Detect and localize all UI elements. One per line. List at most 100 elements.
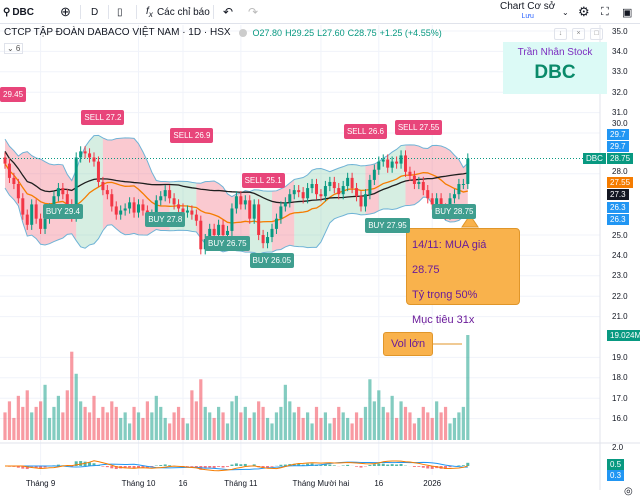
- candle-body: [266, 237, 270, 244]
- volume-bar: [101, 406, 105, 440]
- macd-bar: [395, 464, 399, 466]
- gear-icon[interactable]: ⚙: [578, 4, 590, 19]
- macd-bar: [359, 466, 363, 468]
- candle-body: [221, 224, 225, 235]
- macd-bar: [381, 463, 385, 466]
- volume-bar: [301, 417, 305, 440]
- candle-body: [154, 200, 158, 215]
- volume-bar: [212, 417, 216, 440]
- volume-bar: [341, 412, 345, 440]
- candle-body: [137, 204, 140, 213]
- volume-bar: [70, 351, 74, 440]
- status-dot-icon: [238, 28, 247, 37]
- volume-bar: [337, 406, 341, 440]
- chevron-down-icon[interactable]: ⌄: [562, 7, 569, 17]
- volume-bar: [159, 406, 163, 440]
- volume-bar: [430, 417, 434, 440]
- volume-bar: [283, 384, 287, 440]
- interval-button[interactable]: D: [91, 6, 99, 18]
- volume-bar: [274, 412, 279, 440]
- divider: [108, 5, 109, 19]
- candle-body: [350, 177, 354, 189]
- macd-bar: [137, 466, 140, 468]
- volume-bar: [257, 401, 261, 440]
- undo-icon[interactable]: ↶: [223, 5, 234, 19]
- macd-bar: [203, 466, 207, 469]
- candle-type-icon[interactable]: ▯: [117, 6, 123, 18]
- volume-tag: 19.024M: [607, 330, 640, 341]
- price-tag: 27.55: [607, 176, 634, 188]
- candle-body: [239, 196, 243, 205]
- volume-bar: [150, 412, 154, 440]
- volume-bar: [288, 401, 292, 440]
- price-tag: 27.3: [607, 189, 629, 201]
- macd-bar: [399, 463, 403, 466]
- macd-bar: [355, 466, 359, 467]
- volume-bar: [399, 401, 403, 440]
- volume-bar: [96, 417, 101, 440]
- volume-bar: [203, 406, 207, 440]
- symbol-search[interactable]: ⚲ DBC: [3, 6, 34, 18]
- volume-bar: [176, 406, 181, 440]
- macd-bar: [105, 466, 109, 468]
- sell-signal-label: SELL 25.1: [241, 172, 285, 188]
- redo-icon[interactable]: ↷: [248, 5, 259, 19]
- price-tick: 22.0: [612, 291, 628, 301]
- volume-bar: [221, 412, 225, 440]
- ohlc-open: O27.80: [252, 27, 283, 38]
- volume-bar: [323, 412, 327, 440]
- candle-body: [404, 155, 407, 172]
- candle-body: [30, 204, 34, 225]
- buy-signal-label: BUY 27.8: [145, 211, 186, 227]
- macd-bar: [145, 466, 149, 469]
- volume-bar: [190, 390, 194, 440]
- sell-signal-label: 29.45: [0, 87, 27, 103]
- macd-bar: [25, 466, 29, 470]
- volume-bar: [7, 401, 12, 440]
- sell-signal-label: SELL 26.6: [343, 123, 388, 139]
- ohlc-change: +1.25 (+4.55%): [379, 27, 442, 38]
- maximize-icon[interactable]: □: [590, 28, 603, 40]
- macd-bar: [221, 466, 225, 468]
- volume-bar: [403, 406, 408, 440]
- candle-body: [395, 161, 399, 164]
- divider: [136, 5, 137, 19]
- price-tag: 26.3: [607, 202, 629, 214]
- time-tick: Tháng 9: [25, 479, 56, 488]
- candle-body: [25, 214, 29, 225]
- indicators-toggle[interactable]: ⌄ 6: [4, 43, 24, 54]
- candle-body: [194, 214, 198, 221]
- macd-bar: [92, 463, 96, 466]
- macd-bar: [217, 466, 221, 467]
- buy-signal-label: BUY 29.4: [42, 203, 83, 219]
- layout-button[interactable]: Chart Cơ sở Lưu: [500, 1, 556, 21]
- candle-body: [297, 190, 301, 193]
- arrow-down-icon[interactable]: ↓: [554, 28, 567, 40]
- volume-bar: [332, 417, 336, 440]
- macd-bar: [412, 466, 416, 467]
- candle-body: [417, 181, 421, 184]
- volume-bar: [319, 417, 323, 440]
- candle-body: [79, 151, 83, 158]
- fullscreen-icon[interactable]: ⛶: [601, 5, 609, 18]
- volume-bar: [310, 423, 314, 440]
- time-tick: 2026: [423, 479, 442, 488]
- macd-line: [5, 461, 468, 471]
- top-toolbar: ⚲ DBC ⊕ D ▯ fx Các chỉ báo ↶ ↷ Chart Cơ sở…: [0, 0, 640, 24]
- macd-bar: [390, 464, 394, 466]
- macd-bar: [141, 466, 145, 468]
- candle-body: [185, 210, 189, 213]
- indicators-button[interactable]: fx Các chỉ báo: [146, 5, 210, 19]
- candle-body: [141, 204, 145, 211]
- volume-bar: [466, 335, 470, 440]
- time-tick: 16: [178, 479, 188, 488]
- candle-body: [128, 202, 132, 209]
- macd-bar: [283, 464, 287, 466]
- buy-signal-label: BUY 27.95: [365, 217, 410, 233]
- camera-icon[interactable]: ▣: [622, 6, 633, 19]
- collapse-icon[interactable]: ×: [572, 28, 585, 40]
- band-zone-sell: [405, 144, 468, 223]
- candle-body: [306, 188, 310, 199]
- axis-settings-icon[interactable]: ◎: [624, 486, 633, 497]
- add-symbol-button[interactable]: ⊕: [60, 4, 71, 19]
